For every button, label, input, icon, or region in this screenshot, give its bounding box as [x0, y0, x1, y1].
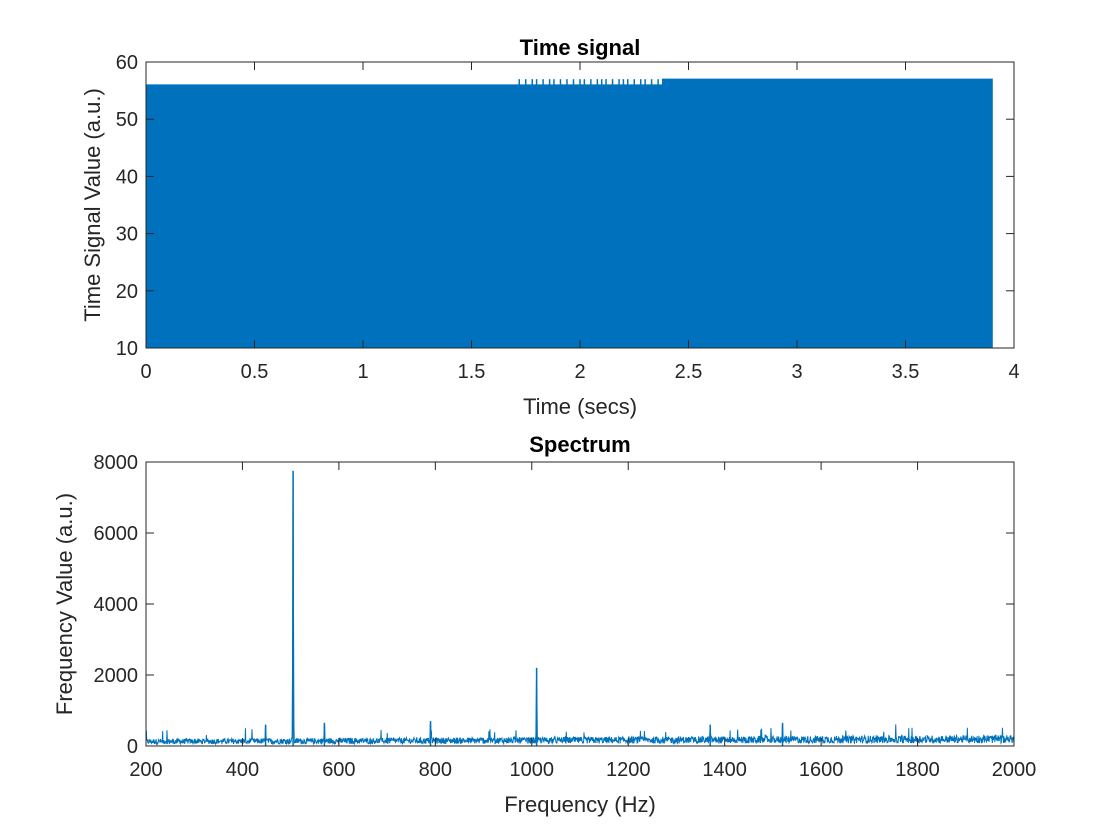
spectrum-xtick-label: 2000 — [992, 759, 1037, 781]
spectrum-ytick-label: 4000 — [94, 594, 139, 616]
time-signal-axes: 0 0.5 1 1.5 2 2.5 3 3.5 4 10 20 30 40 50 60 Time signa… — [80, 35, 1020, 419]
spectrum-xtick-label: 600 — [322, 759, 355, 781]
spectrum-xtick-label: 1400 — [702, 759, 747, 781]
spectrum-plot-area — [146, 462, 1014, 746]
spectrum-ytick-label: 0 — [127, 736, 138, 758]
spectrum-ytick-label: 8000 — [94, 452, 139, 474]
spectrum-series — [145, 470, 1015, 746]
time-signal-ytick-label: 30 — [116, 224, 138, 246]
spectrum-xtick-label: 800 — [419, 759, 452, 781]
spectrum-ylabel: Frequency Value (a.u.) — [52, 493, 77, 715]
time-signal-title: Time signal — [520, 35, 641, 60]
time-signal-ytick-label: 40 — [116, 166, 138, 188]
spectrum-axes: 200 400 600 800 1000 1200 1400 1600 1800 2000 0 200… — [52, 432, 1036, 817]
time-signal-xtick-label: 2 — [574, 361, 585, 383]
time-signal-xlabel: Time (secs) — [523, 394, 637, 419]
time-signal-ylabel: Time Signal Value (a.u.) — [80, 88, 105, 322]
spectrum-title: Spectrum — [529, 432, 630, 457]
spectrum-xtick-label: 1600 — [799, 759, 844, 781]
spectrum-ytick-label: 6000 — [94, 523, 139, 545]
time-signal-xtick-label: 3 — [791, 361, 802, 383]
time-signal-xtick-label: 2.5 — [675, 361, 703, 383]
time-signal-ytick-label: 60 — [116, 52, 138, 74]
spectrum-xtick-label: 400 — [226, 759, 259, 781]
time-signal-ytick-label: 50 — [116, 109, 138, 131]
time-signal-xtick-label: 3.5 — [892, 361, 920, 383]
time-signal-series — [145, 78, 993, 349]
time-signal-xtick-label: 1 — [357, 361, 368, 383]
spectrum-ytick-label: 2000 — [94, 665, 139, 687]
time-signal-envelope — [145, 78, 993, 349]
time-signal-ytick-label: 20 — [116, 281, 138, 303]
spectrum-xtick-label: 1800 — [895, 759, 940, 781]
time-signal-xtick-label: 0 — [140, 361, 151, 383]
time-signal-xtick-label: 4 — [1008, 361, 1019, 383]
spectrum-line — [145, 470, 1015, 746]
spectrum-ticks: 200 400 600 800 1000 1200 1400 1600 1800 2000 0 200… — [94, 452, 1037, 781]
time-signal-xtick-label: 0.5 — [241, 361, 269, 383]
spectrum-xtick-label: 1200 — [606, 759, 651, 781]
spectrum-xtick-label: 200 — [129, 759, 162, 781]
spectrum-xtick-label: 1000 — [510, 759, 555, 781]
spectrum-xlabel: Frequency (Hz) — [504, 792, 656, 817]
time-signal-ytick-label: 10 — [116, 338, 138, 360]
time-signal-ticks: 0 0.5 1 1.5 2 2.5 3 3.5 4 10 20 30 40 50 60 — [116, 52, 1020, 383]
time-signal-xtick-label: 1.5 — [458, 361, 486, 383]
